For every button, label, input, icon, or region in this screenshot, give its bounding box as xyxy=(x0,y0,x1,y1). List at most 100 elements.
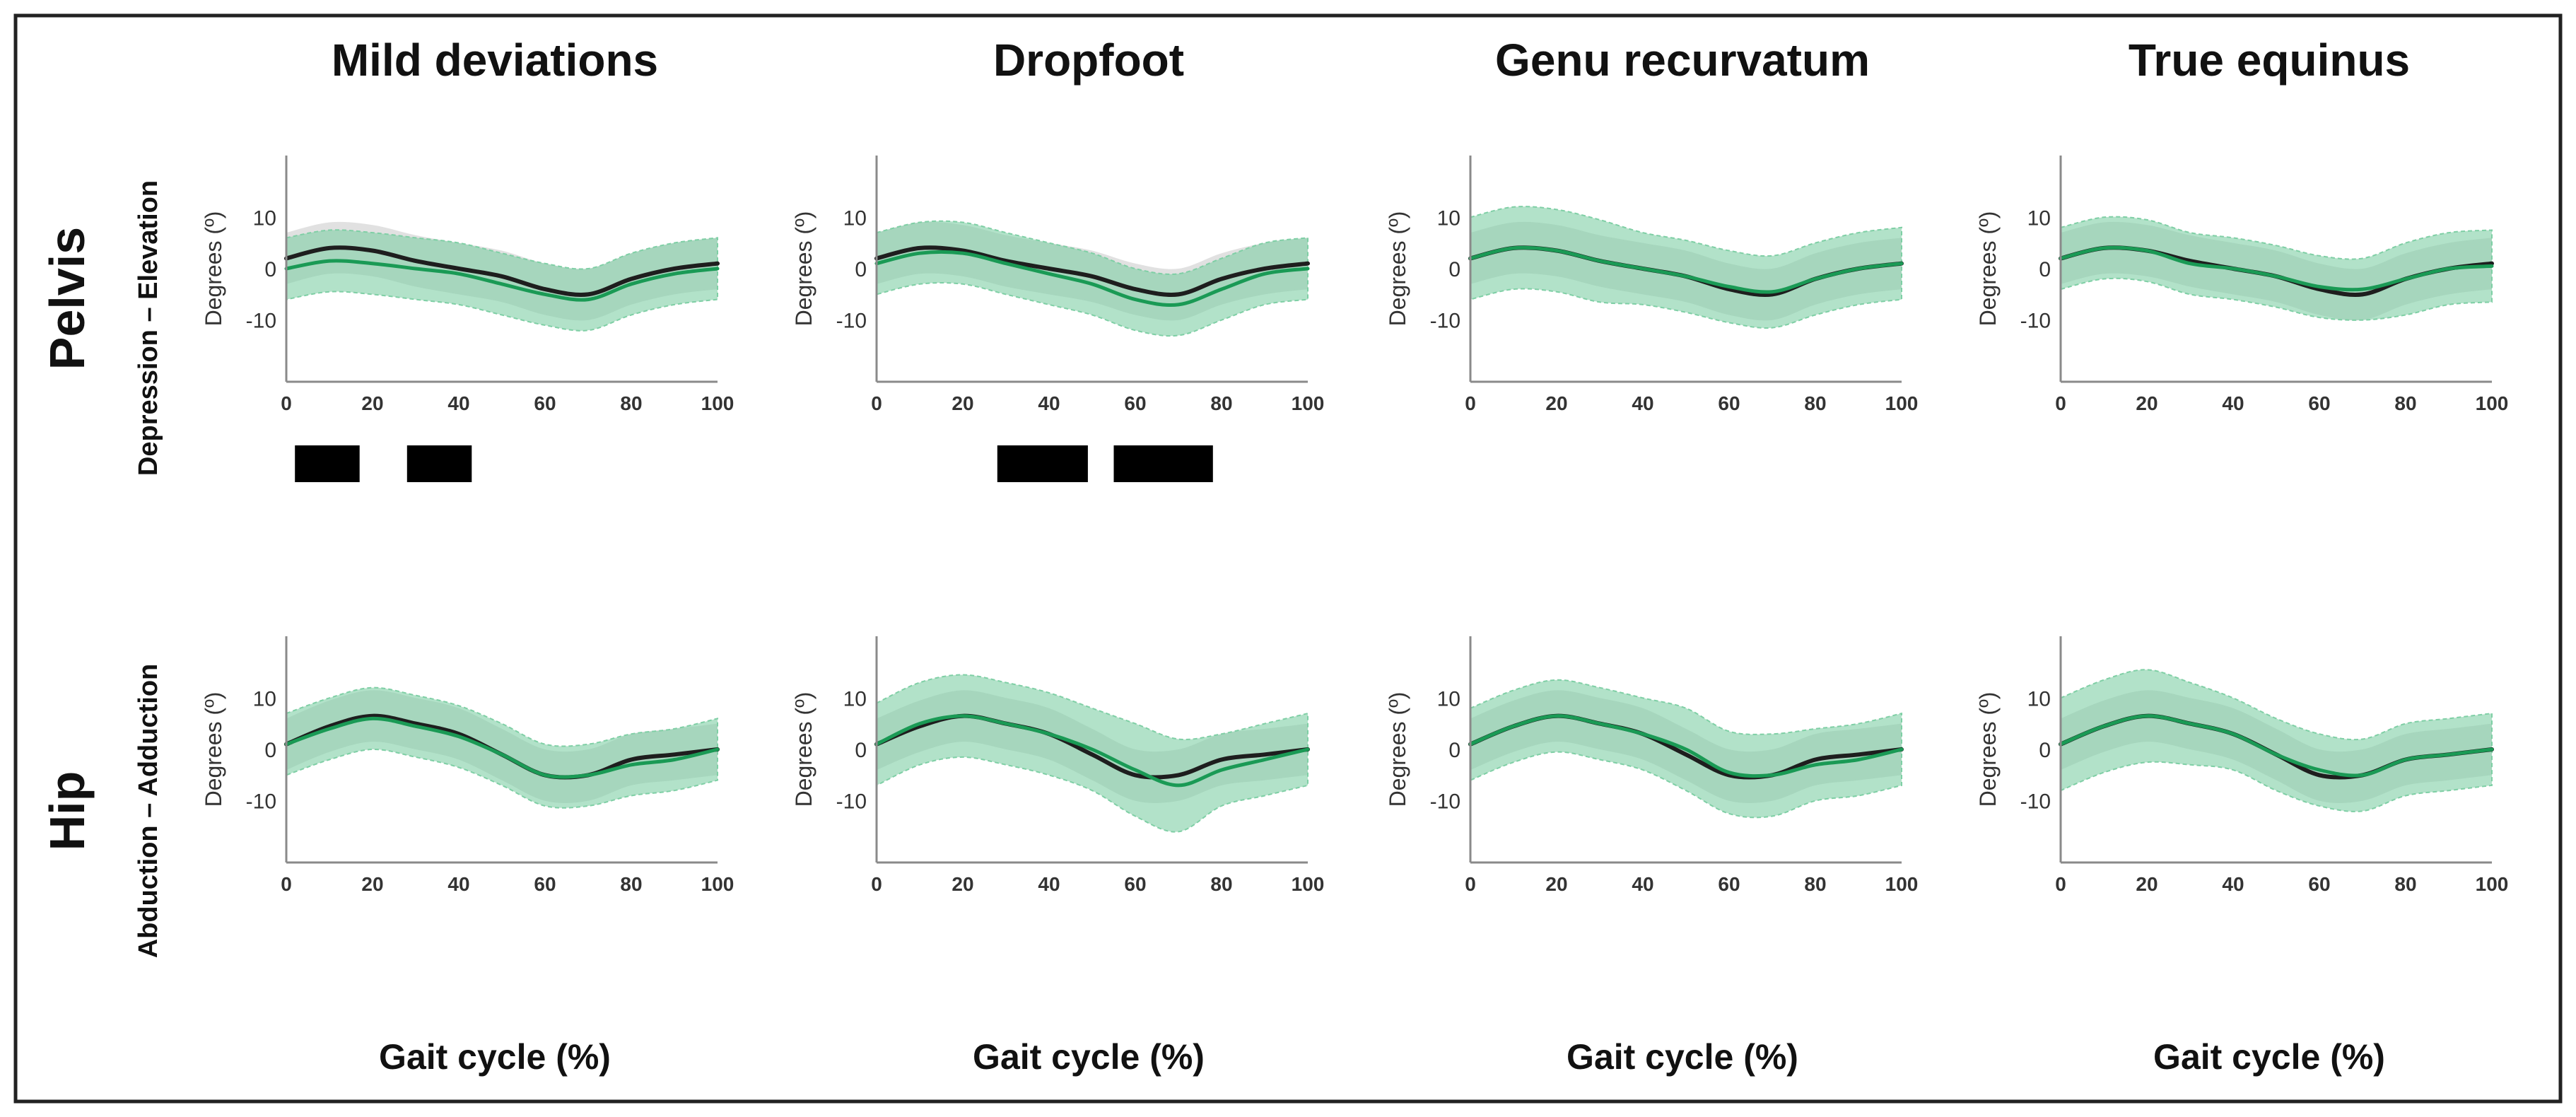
y-axis-label-hip-true-equinus: Degrees (º) xyxy=(1975,692,2001,807)
y-tick-label-pelvis-mild-deviations: 10 xyxy=(253,206,276,230)
y-tick-label-hip-genu-recurvatum: -10 xyxy=(1430,790,1460,814)
x-tick-label-hip-true-equinus: 20 xyxy=(2136,873,2158,895)
x-tick-label-hip-true-equinus: 40 xyxy=(2222,873,2244,895)
x-tick-label-pelvis-genu-recurvatum: 20 xyxy=(1545,392,1567,414)
x-tick-label-hip-genu-recurvatum: 60 xyxy=(1718,873,1740,895)
x-tick-label-pelvis-true-equinus: 80 xyxy=(2394,392,2416,414)
x-tick-label-hip-dropfoot: 0 xyxy=(871,873,882,895)
significance-bar-pelvis-mild-deviations xyxy=(406,445,472,482)
y-axis-label-hip-genu-recurvatum: Degrees (º) xyxy=(1385,692,1410,807)
group-band-pelvis-mild-deviations xyxy=(286,229,718,332)
figure-border xyxy=(13,13,2563,1104)
y-tick-label-hip-true-equinus: 0 xyxy=(2039,739,2051,762)
x-tick-label-pelvis-dropfoot: 0 xyxy=(871,392,882,414)
x-tick-label-hip-dropfoot: 100 xyxy=(1292,873,1325,895)
y-tick-label-pelvis-dropfoot: 0 xyxy=(855,258,867,281)
y-tick-label-hip-genu-recurvatum: 10 xyxy=(1437,687,1460,710)
group-band-pelvis-true-equinus xyxy=(2060,216,2493,321)
x-tick-label-hip-dropfoot: 80 xyxy=(1210,873,1232,895)
x-tick-label-pelvis-true-equinus: 0 xyxy=(2055,392,2066,414)
x-tick-label-pelvis-dropfoot: 100 xyxy=(1292,392,1325,414)
x-tick-label-hip-mild-deviations: 100 xyxy=(701,873,734,895)
y-tick-label-pelvis-true-equinus: 10 xyxy=(2027,206,2051,230)
x-tick-label-pelvis-dropfoot: 60 xyxy=(1124,392,1146,414)
y-tick-label-hip-true-equinus: 10 xyxy=(2027,687,2051,710)
x-tick-label-hip-mild-deviations: 40 xyxy=(447,873,469,895)
x-tick-label-hip-mild-deviations: 20 xyxy=(361,873,383,895)
x-tick-label-pelvis-genu-recurvatum: 60 xyxy=(1718,392,1740,414)
group-line-hip-true-equinus xyxy=(2059,714,2494,778)
x-tick-label-hip-dropfoot: 40 xyxy=(1038,873,1060,895)
y-axis-label-pelvis-true-equinus: Degrees (º) xyxy=(1975,211,2001,327)
group-band-hip-true-equinus xyxy=(2060,669,2493,812)
x-tick-label-hip-mild-deviations: 80 xyxy=(620,873,642,895)
y-axis-label-pelvis-dropfoot: Degrees (º) xyxy=(791,211,816,327)
y-tick-label-pelvis-genu-recurvatum: 0 xyxy=(1448,258,1460,281)
group-line-hip-mild-deviations xyxy=(284,716,720,779)
x-tick-label-hip-true-equinus: 80 xyxy=(2394,873,2416,895)
x-tick-label-hip-mild-deviations: 60 xyxy=(534,873,556,895)
y-tick-label-hip-genu-recurvatum: 0 xyxy=(1448,739,1460,762)
x-tick-label-pelvis-dropfoot: 40 xyxy=(1038,392,1060,414)
y-axis-label-pelvis-genu-recurvatum: Degrees (º) xyxy=(1385,211,1410,327)
column-title-mild-deviations: Mild deviations xyxy=(331,35,659,86)
y-tick-label-hip-true-equinus: -10 xyxy=(2020,790,2051,814)
x-axis-label-mild-deviations: Gait cycle (%) xyxy=(379,1037,611,1077)
x-tick-label-hip-genu-recurvatum: 20 xyxy=(1545,873,1567,895)
x-tick-label-pelvis-dropfoot: 80 xyxy=(1210,392,1232,414)
x-tick-label-pelvis-dropfoot: 20 xyxy=(952,392,973,414)
x-tick-label-pelvis-true-equinus: 100 xyxy=(2476,392,2509,414)
reference-line-pelvis-dropfoot xyxy=(874,245,1310,297)
group-band-pelvis-genu-recurvatum xyxy=(1470,206,1902,329)
y-tick-label-hip-dropfoot: 0 xyxy=(855,739,867,762)
y-tick-label-hip-mild-deviations: 10 xyxy=(253,687,276,710)
group-band-hip-mild-deviations xyxy=(286,686,718,809)
x-tick-label-pelvis-mild-deviations: 80 xyxy=(620,392,642,414)
x-tick-label-pelvis-mild-deviations: 60 xyxy=(534,392,556,414)
x-tick-label-pelvis-true-equinus: 20 xyxy=(2136,392,2158,414)
y-tick-label-pelvis-genu-recurvatum: 10 xyxy=(1437,206,1460,230)
y-tick-label-pelvis-true-equinus: 0 xyxy=(2039,258,2051,281)
significance-bar-pelvis-dropfoot xyxy=(1113,445,1213,482)
x-tick-label-hip-genu-recurvatum: 0 xyxy=(1465,873,1476,895)
x-axis-label-genu-recurvatum: Gait cycle (%) xyxy=(1567,1037,1798,1077)
y-axis-label-hip-mild-deviations: Degrees (º) xyxy=(201,692,226,807)
x-tick-label-pelvis-true-equinus: 60 xyxy=(2308,392,2330,414)
x-tick-label-pelvis-mild-deviations: 40 xyxy=(447,392,469,414)
x-axis-label-true-equinus: Gait cycle (%) xyxy=(2153,1037,2385,1077)
x-tick-label-pelvis-true-equinus: 40 xyxy=(2222,392,2244,414)
y-tick-label-pelvis-dropfoot: -10 xyxy=(836,310,867,333)
y-tick-label-hip-dropfoot: 10 xyxy=(843,687,867,710)
y-tick-label-pelvis-genu-recurvatum: -10 xyxy=(1430,310,1460,333)
group-line-pelvis-true-equinus xyxy=(2059,245,2494,292)
x-tick-label-pelvis-genu-recurvatum: 100 xyxy=(1885,392,1919,414)
group-line-hip-dropfoot xyxy=(874,714,1310,788)
y-tick-label-pelvis-mild-deviations: -10 xyxy=(246,310,276,333)
y-tick-label-hip-dropfoot: -10 xyxy=(836,790,867,814)
x-tick-label-hip-genu-recurvatum: 40 xyxy=(1632,873,1653,895)
column-title-true-equinus: True equinus xyxy=(2128,35,2411,86)
group-line-pelvis-mild-deviations xyxy=(284,259,720,302)
x-tick-label-hip-true-equinus: 0 xyxy=(2055,873,2066,895)
x-tick-label-pelvis-mild-deviations: 20 xyxy=(361,392,383,414)
x-tick-label-pelvis-mild-deviations: 100 xyxy=(701,392,734,414)
y-tick-label-pelvis-mild-deviations: 0 xyxy=(264,258,276,281)
y-tick-label-hip-mild-deviations: 0 xyxy=(264,739,276,762)
significance-bar-pelvis-mild-deviations xyxy=(295,445,360,482)
column-title-dropfoot: Dropfoot xyxy=(993,35,1185,86)
x-tick-label-pelvis-genu-recurvatum: 0 xyxy=(1465,392,1476,414)
x-tick-label-hip-genu-recurvatum: 100 xyxy=(1885,873,1919,895)
group-line-pelvis-dropfoot xyxy=(874,250,1310,307)
y-tick-label-pelvis-true-equinus: -10 xyxy=(2020,310,2051,333)
x-tick-label-pelvis-genu-recurvatum: 80 xyxy=(1804,392,1826,414)
y-tick-label-hip-mild-deviations: -10 xyxy=(246,790,276,814)
